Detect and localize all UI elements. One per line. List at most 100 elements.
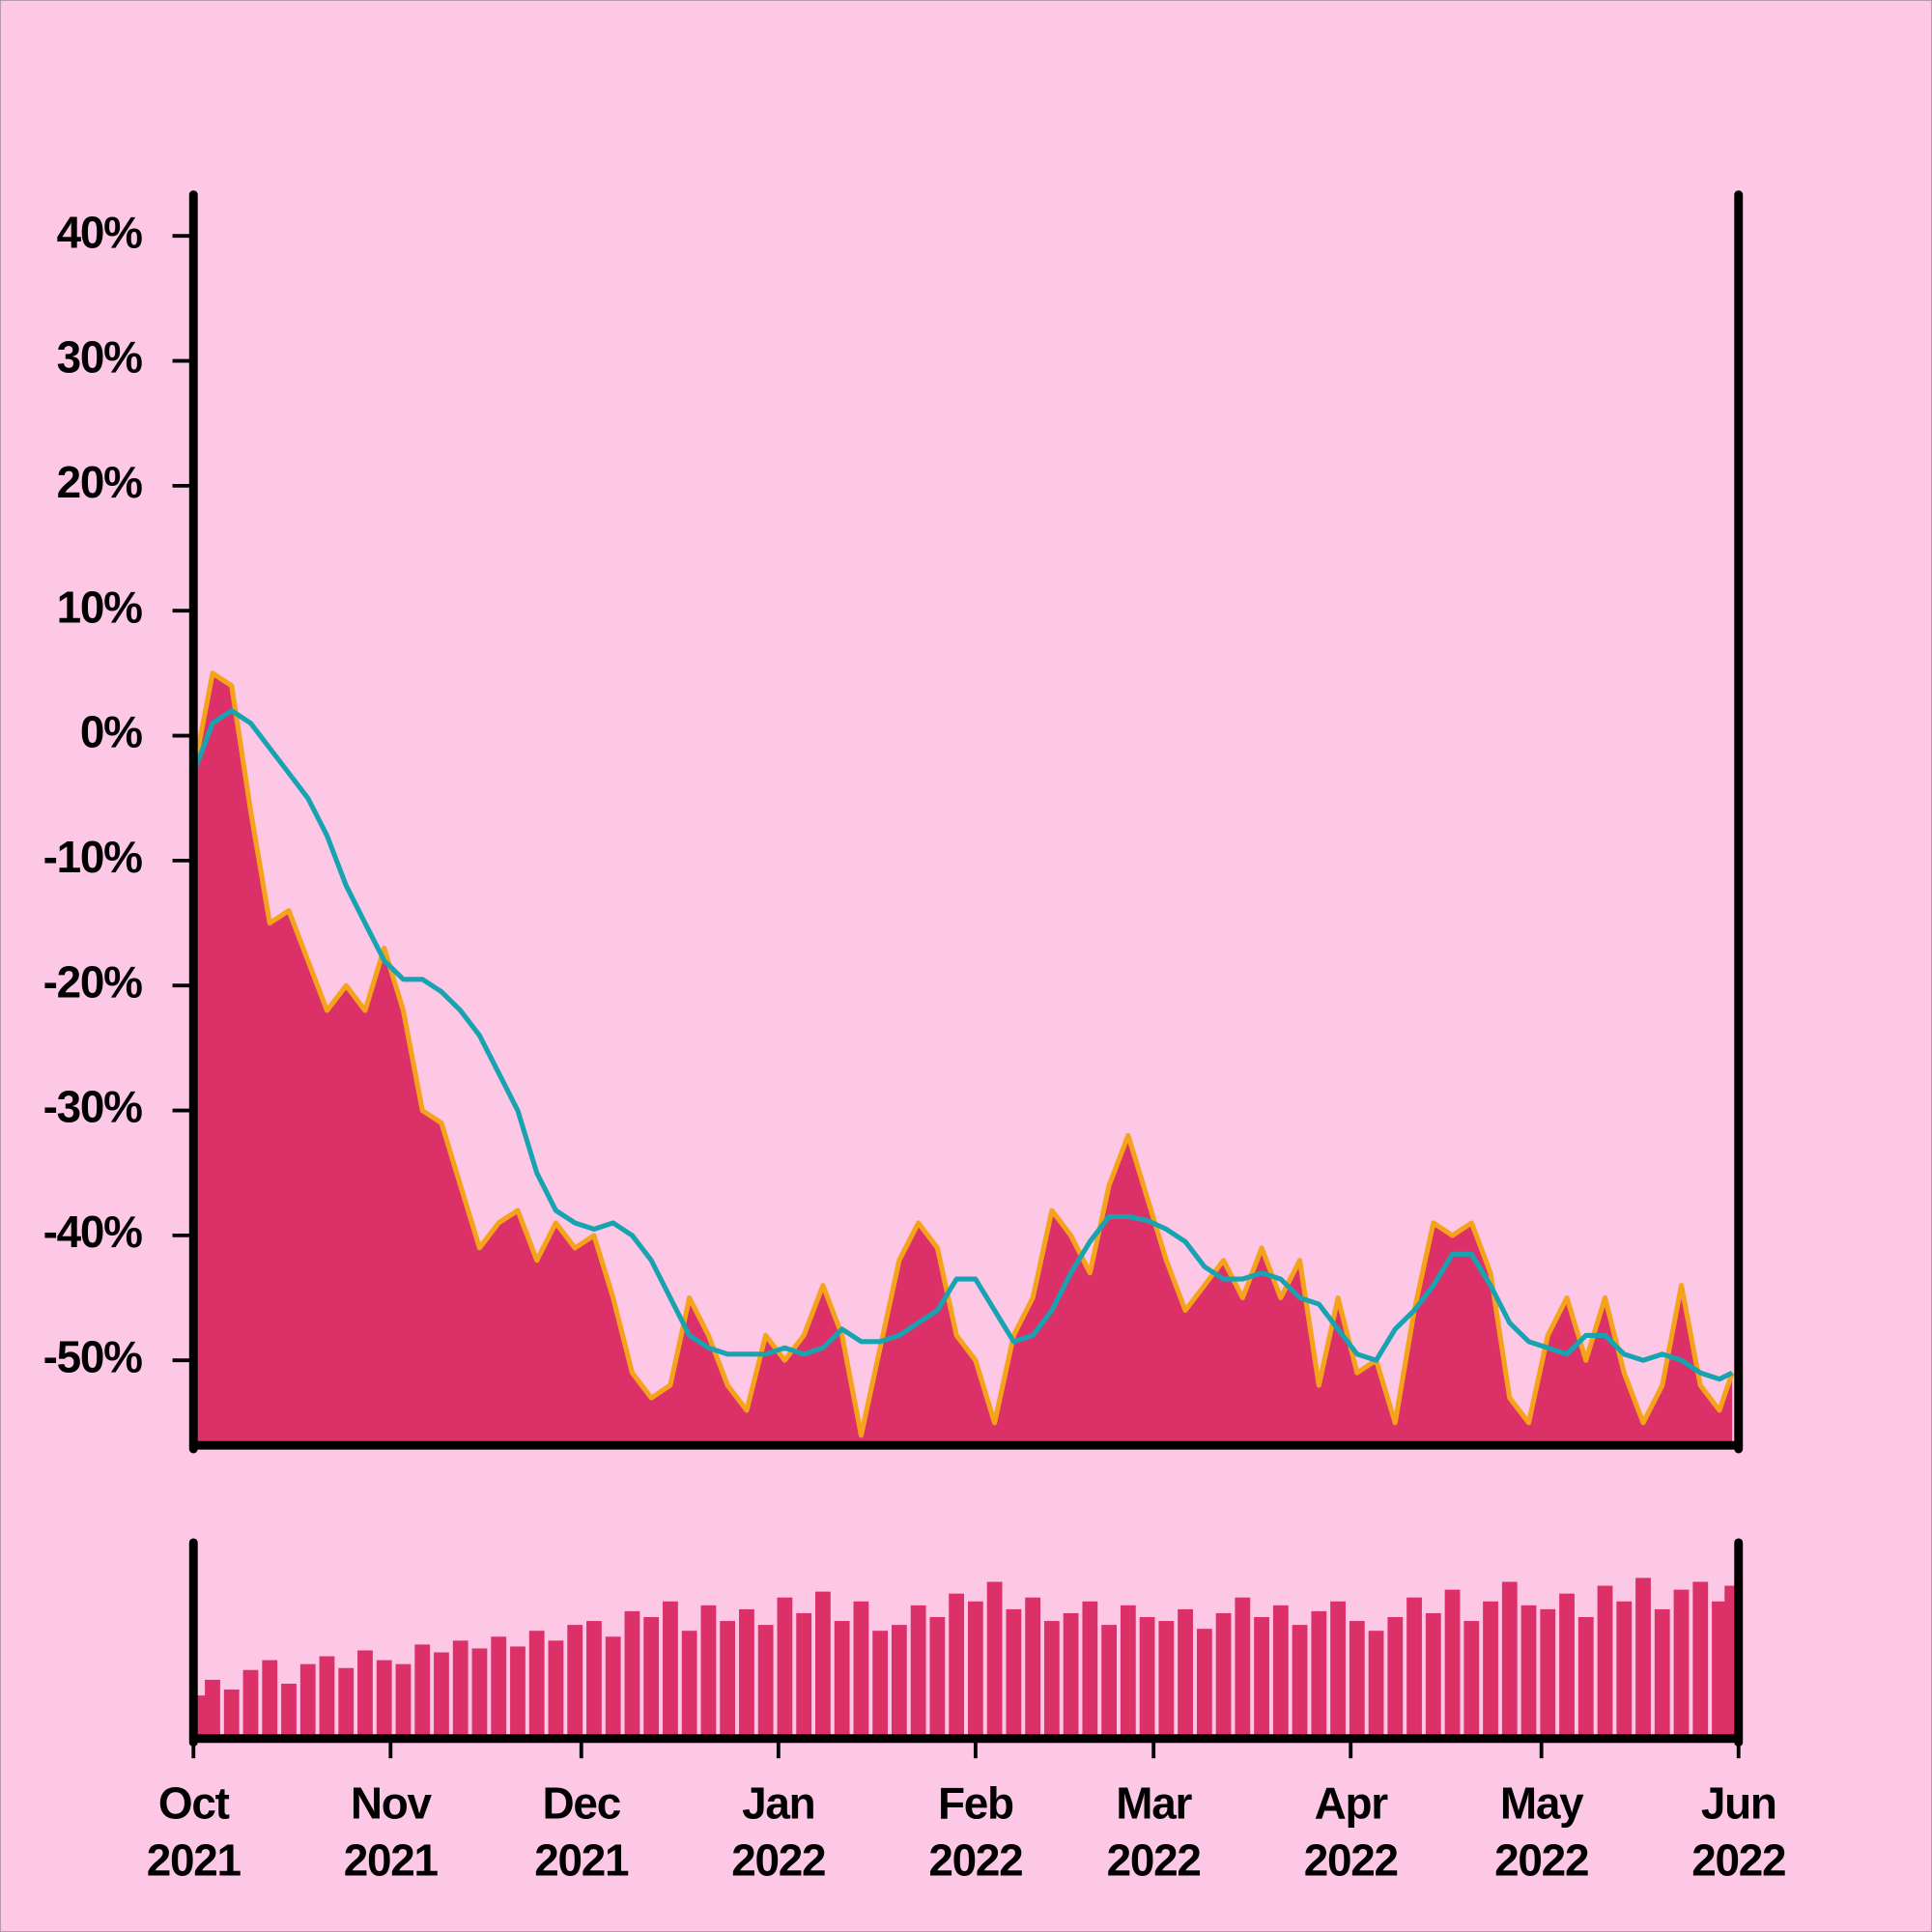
x-tick-label: Feb 2022 xyxy=(928,1777,1023,1886)
volume-bar xyxy=(414,1644,431,1739)
volume-bar xyxy=(624,1610,640,1739)
volume-bar xyxy=(223,1690,240,1739)
volume-bar xyxy=(872,1631,889,1739)
y-tick-label: -50% xyxy=(43,1331,143,1381)
x-tick-label: Mar 2022 xyxy=(1106,1777,1202,1886)
volume-bar xyxy=(910,1605,926,1739)
volume-bar xyxy=(205,1679,220,1739)
volume-bar xyxy=(1215,1612,1232,1739)
volume-bar xyxy=(853,1601,869,1739)
volume-bar xyxy=(1196,1629,1212,1739)
x-tick-label-box: May 2022 xyxy=(1494,1777,1589,1886)
volume-bar xyxy=(1616,1601,1633,1739)
volume-bar xyxy=(319,1656,335,1739)
volume-bar xyxy=(1006,1608,1022,1739)
volume-bar xyxy=(548,1640,564,1739)
volume-bar xyxy=(1520,1605,1537,1739)
volume-bar xyxy=(1463,1621,1480,1739)
volume-bar xyxy=(471,1648,488,1739)
area-edge xyxy=(190,670,1735,1438)
volume-bar xyxy=(720,1621,736,1739)
volume-bar xyxy=(1139,1617,1155,1739)
x-tick-label: Apr 2022 xyxy=(1303,1777,1399,1886)
volume-bar xyxy=(681,1631,697,1739)
volume-bar xyxy=(777,1597,793,1739)
volume-bar xyxy=(1043,1621,1060,1739)
y-tick-label: -10% xyxy=(43,832,143,882)
volume-bar xyxy=(1025,1597,1041,1739)
volume-bar xyxy=(1082,1601,1098,1739)
volume-bar xyxy=(1292,1625,1308,1739)
x-tick-label-box: Nov 2021 xyxy=(344,1778,439,1886)
volume-bar xyxy=(1387,1617,1404,1739)
x-tick-label: Dec 2021 xyxy=(534,1777,629,1886)
volume-bar xyxy=(1254,1617,1269,1739)
x-tick-label-box: Feb 2022 xyxy=(928,1777,1023,1886)
volume-bar xyxy=(815,1591,831,1739)
volume-bar xyxy=(643,1617,660,1739)
y-tick-label: -40% xyxy=(43,1207,143,1257)
volume-bar xyxy=(586,1621,602,1739)
volume-bar xyxy=(1272,1605,1289,1739)
y-tick-label: 30% xyxy=(57,332,143,383)
volume-bar xyxy=(1444,1589,1461,1739)
volume-bar xyxy=(491,1636,507,1739)
volume-bar xyxy=(242,1669,259,1739)
volume-bar xyxy=(891,1625,907,1739)
volume-bar xyxy=(1120,1605,1136,1739)
volume-bar xyxy=(1178,1608,1193,1739)
volume-bar xyxy=(1483,1601,1498,1739)
volume-bar xyxy=(262,1660,278,1739)
volume-bar xyxy=(1559,1593,1575,1739)
x-tick-label: Jan 2022 xyxy=(731,1777,826,1886)
x-tick-label: Oct 2021 xyxy=(146,1777,242,1886)
volume-bar xyxy=(528,1631,545,1739)
volume-bar xyxy=(700,1605,717,1739)
volume-bar xyxy=(1406,1597,1422,1739)
volume-bar xyxy=(1311,1610,1327,1739)
volume-bar xyxy=(1654,1608,1670,1739)
volume-bar xyxy=(1101,1625,1117,1739)
volume-bar xyxy=(1158,1621,1175,1739)
volume-bar xyxy=(510,1646,526,1739)
volume-bar xyxy=(1368,1631,1384,1739)
volume-bar xyxy=(1597,1585,1613,1739)
volume-bar xyxy=(1635,1577,1651,1739)
volume-bar xyxy=(986,1581,1003,1739)
moving-average-line xyxy=(190,708,1734,1382)
volume-bar xyxy=(949,1593,965,1739)
volume-bar xyxy=(1540,1608,1556,1739)
x-tick-label-box: Oct 2021 xyxy=(146,1777,242,1886)
x-tick-label: May 2022 xyxy=(1494,1777,1589,1886)
x-tick-label-box: Dec 2021 xyxy=(534,1777,629,1886)
volume-bar xyxy=(663,1601,678,1739)
volume-bar xyxy=(1673,1589,1690,1739)
volume-bar xyxy=(834,1621,850,1739)
y-tick-label: 0% xyxy=(80,707,142,757)
x-tick-label-box: Jun 2022 xyxy=(1691,1777,1786,1886)
y-tick-label: 10% xyxy=(57,582,143,632)
y-tick-label: 20% xyxy=(57,457,143,507)
volume-bar xyxy=(739,1608,754,1739)
volume-bar xyxy=(281,1683,297,1739)
volume-bar xyxy=(567,1625,583,1739)
volume-bar xyxy=(1349,1621,1365,1739)
volume-bar xyxy=(1235,1597,1251,1739)
x-tick-label: Jun 2022 xyxy=(1691,1777,1786,1886)
volume-bar xyxy=(299,1663,316,1739)
volume-bar xyxy=(357,1650,373,1739)
volume-bar xyxy=(434,1652,449,1739)
x-tick-label-box: Apr 2022 xyxy=(1303,1777,1399,1886)
volume-bar xyxy=(1692,1581,1709,1739)
volume-bar xyxy=(1712,1601,1727,1739)
price-panel: 40% 30% 20% 10% 0% -10% -20% -30% -40% -50% xyxy=(43,190,1744,1454)
volume-panel: Oct 2021 Nov 2021 Dec 2021 Jan 2022 Feb 2022… xyxy=(146,1538,1787,1886)
volume-bar xyxy=(1063,1612,1079,1739)
volume-bar xyxy=(1330,1601,1346,1739)
y-tick-label: -20% xyxy=(43,956,143,1007)
x-tick-label-box: Mar 2022 xyxy=(1106,1777,1202,1886)
volume-bar xyxy=(796,1612,812,1739)
volume-bar xyxy=(757,1625,774,1739)
